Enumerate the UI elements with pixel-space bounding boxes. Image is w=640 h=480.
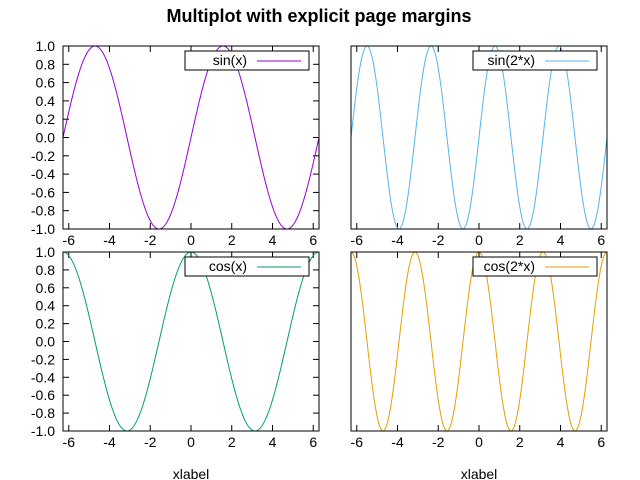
y-tick-label: -0.8 (31, 203, 55, 219)
x-tick-label: 6 (309, 434, 317, 450)
series-line (62, 251, 320, 432)
x-tick-label: -6 (351, 232, 364, 248)
x-tick-label: 6 (309, 232, 317, 248)
chart-panel-1: -6 -4 -2 0 2 4 6 -1.0 -0.8 -0.6 -0.4 -0.2 0.0 0.2 0.4 0… (31, 38, 320, 248)
series-line (350, 45, 608, 230)
y-tick-label: 1.0 (36, 38, 56, 54)
x-tick-label: 0 (187, 434, 195, 450)
y-tick-label: 0.8 (36, 56, 56, 72)
x-tick-label: -2 (144, 232, 157, 248)
x-tick-label: -2 (144, 434, 157, 450)
legend-label: cos(2*x) (484, 258, 535, 274)
legend-box (472, 50, 598, 71)
y-tick-label: 0.8 (36, 262, 56, 278)
x-tick-label: -2 (432, 434, 445, 450)
x-tick-label: 4 (557, 434, 565, 450)
y-tick-label: 0.6 (36, 75, 56, 91)
y-tick-label: 0.6 (36, 280, 56, 296)
y-tick-label: -0.2 (31, 351, 55, 367)
chart-panel-4: -6 -4 -2 0 2 4 6 cos(2*x) xlabel (350, 251, 608, 480)
y-tick-label: 0.4 (36, 298, 56, 314)
legend-label: sin(x) (213, 52, 247, 68)
x-tick-label: 6 (597, 434, 605, 450)
x-tick-label: 0 (187, 232, 195, 248)
legend-label: cos(x) (209, 258, 247, 274)
y-tick-label: -1.0 (31, 221, 55, 237)
series-line (350, 251, 608, 432)
legend-label: sin(2*x) (488, 52, 535, 68)
x-tick-label: 4 (557, 232, 565, 248)
y-tick-label: 0.0 (36, 334, 56, 350)
y-tick-label: 0.0 (36, 130, 56, 146)
y-tick-label: 0.4 (36, 93, 56, 109)
figure-title: Multiplot with explicit page margins (166, 6, 471, 26)
x-axis-label: xlabel (461, 466, 498, 480)
x-tick-label: -4 (103, 434, 116, 450)
panels-group: -6 -4 -2 0 2 4 6-1.0-0.8-0.6-0.4-0.20.00.20.40… (31, 38, 608, 480)
y-tick-label: -0.6 (31, 184, 55, 200)
plot-border (62, 45, 320, 230)
x-tick-label: 2 (516, 232, 524, 248)
plot-border (350, 251, 608, 432)
plot-border (62, 251, 320, 432)
series-line (62, 45, 320, 230)
y-tick-label: -0.8 (31, 405, 55, 421)
y-tick-label: -0.4 (31, 369, 55, 385)
x-tick-label: 0 (475, 232, 483, 248)
x-tick-label: -6 (351, 434, 364, 450)
x-tick-label: -4 (391, 434, 404, 450)
x-tick-label: 2 (516, 434, 524, 450)
chart-panel-2: -6 -4 -2 0 2 4 6 sin(2*x) (350, 45, 608, 248)
legend-box (184, 256, 310, 277)
x-tick-label: 6 (597, 232, 605, 248)
y-tick-label: -1.0 (31, 423, 55, 439)
x-tick-label: 2 (228, 232, 236, 248)
x-tick-label: -4 (391, 232, 404, 248)
x-tick-label: 4 (269, 434, 277, 450)
chart-panel-3: -6 -4 -2 0 2 4 6 -1.0 -0.8 -0.6 -0.4 -0.20.0 0.2 0.4 0… (31, 244, 320, 480)
x-tick-label: -6 (63, 232, 76, 248)
y-tick-label: 0.2 (36, 316, 56, 332)
x-axis-label: xlabel (173, 466, 210, 480)
legend-box (184, 50, 310, 71)
y-tick-label: -0.6 (31, 387, 55, 403)
x-tick-label: 2 (228, 434, 236, 450)
legend-box (472, 256, 598, 277)
x-tick-label: -6 (63, 434, 76, 450)
y-tick-label: 0.2 (36, 111, 56, 127)
x-tick-label: -2 (432, 232, 445, 248)
y-tick-label: -0.2 (31, 148, 55, 164)
x-tick-label: 4 (269, 232, 277, 248)
plot-border (350, 45, 608, 230)
y-tick-label: 1.0 (36, 244, 56, 260)
y-tick-label: -0.4 (31, 166, 55, 182)
x-tick-label: 0 (475, 434, 483, 450)
x-tick-label: -4 (103, 232, 116, 248)
